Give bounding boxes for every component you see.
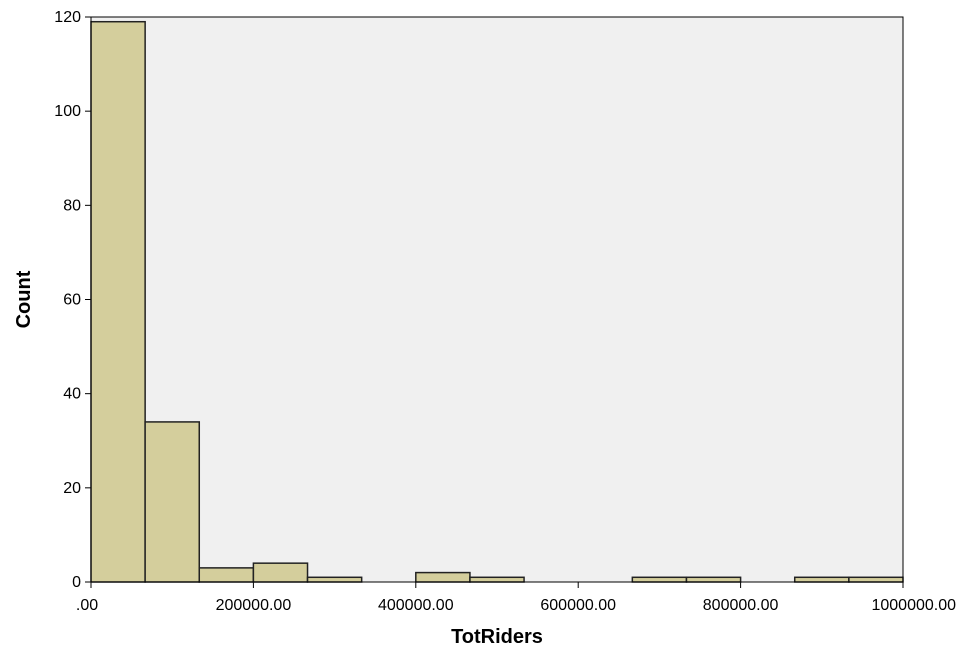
x-tick-label: 800000.00 xyxy=(703,597,779,614)
histogram-bar xyxy=(793,576,850,583)
x-axis-title: TotRiders xyxy=(451,626,543,648)
y-axis: 0 20 40 60 80 100 120 xyxy=(54,9,91,591)
x-tick-label: 1000000.00 xyxy=(871,597,956,614)
x-tick-label: 200000.00 xyxy=(216,597,292,614)
y-axis-title: Count xyxy=(13,270,35,328)
histogram-bar xyxy=(415,571,471,583)
histogram-bar xyxy=(469,576,525,583)
y-tick-label: 100 xyxy=(54,103,81,120)
y-tick-label: 60 xyxy=(63,292,81,309)
plot-frame xyxy=(90,16,904,583)
histogram-bar xyxy=(198,567,255,583)
x-axis: .00 200000.00 400000.00 600000.00 800000.00 1… xyxy=(76,582,956,614)
histogram-bar xyxy=(90,20,146,583)
y-tick-label: 80 xyxy=(63,197,81,214)
y-tick-label: 40 xyxy=(63,386,81,403)
histogram-bar xyxy=(144,421,201,583)
y-tick-label: 120 xyxy=(54,9,81,26)
x-tick-label: 400000.00 xyxy=(378,597,454,614)
histogram-bar xyxy=(848,576,904,583)
y-tick-label: 0 xyxy=(72,574,81,591)
x-tick-label: 600000.00 xyxy=(540,597,616,614)
y-tick-label: 20 xyxy=(63,480,81,497)
x-tick-label: .00 xyxy=(76,597,98,614)
histogram-bar xyxy=(685,576,742,583)
histogram-bars xyxy=(90,20,904,583)
plot-background xyxy=(91,17,903,582)
histogram-bar xyxy=(631,576,688,583)
histogram-bar xyxy=(252,562,309,583)
histogram-bar xyxy=(306,576,363,583)
